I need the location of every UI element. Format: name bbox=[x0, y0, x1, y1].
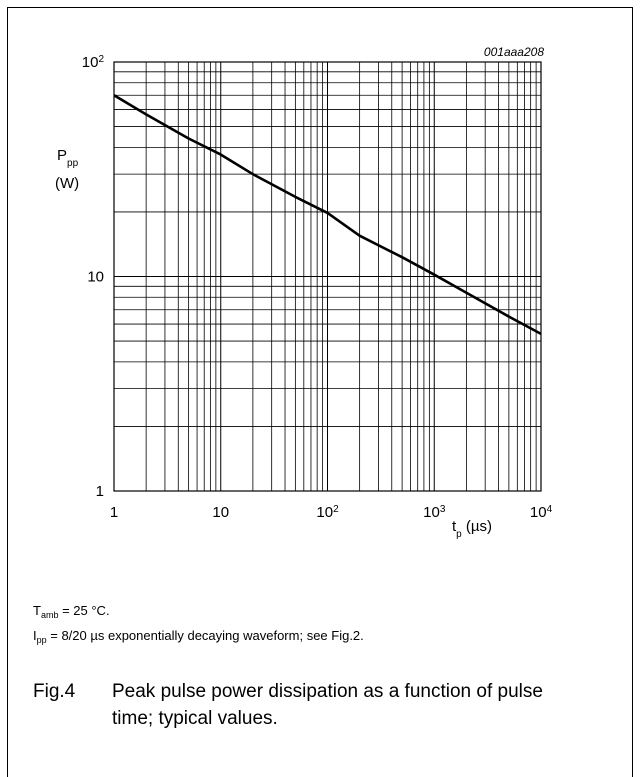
ambient-temperature-note: Tamb = 25 °C. bbox=[33, 603, 110, 620]
x-tick-label: 103 bbox=[423, 504, 446, 522]
x-tick-label: 102 bbox=[316, 504, 339, 522]
x-tick-label: 10 bbox=[212, 504, 229, 521]
figure-frame bbox=[7, 7, 633, 777]
plot-border bbox=[113, 61, 542, 492]
x-tick-label: 1 bbox=[110, 504, 118, 521]
y-tick-label: 10 bbox=[87, 269, 104, 286]
pulse-waveform-note: Ipp = 8/20 µs exponentially decaying wav… bbox=[33, 628, 364, 645]
y-axis-unit: (W) bbox=[55, 175, 79, 192]
y-tick-label: 102 bbox=[82, 54, 105, 72]
figure-code: 001aaa208 bbox=[484, 45, 544, 59]
figure-caption-text: Peak pulse power dissipation as a functi… bbox=[112, 681, 543, 729]
x-tick-label: 104 bbox=[530, 504, 553, 522]
y-tick-label: 1 bbox=[96, 483, 104, 500]
y-axis-label: Ppp bbox=[57, 147, 79, 169]
x-axis-label: tp (µs) bbox=[452, 518, 492, 540]
power-curve bbox=[113, 94, 542, 336]
figure-number: Fig.4 bbox=[33, 681, 76, 702]
chart: 1 10 102 103 104 1 10 102 Ppp (W) tp (µs) 001aaa208 bbox=[55, 45, 553, 540]
